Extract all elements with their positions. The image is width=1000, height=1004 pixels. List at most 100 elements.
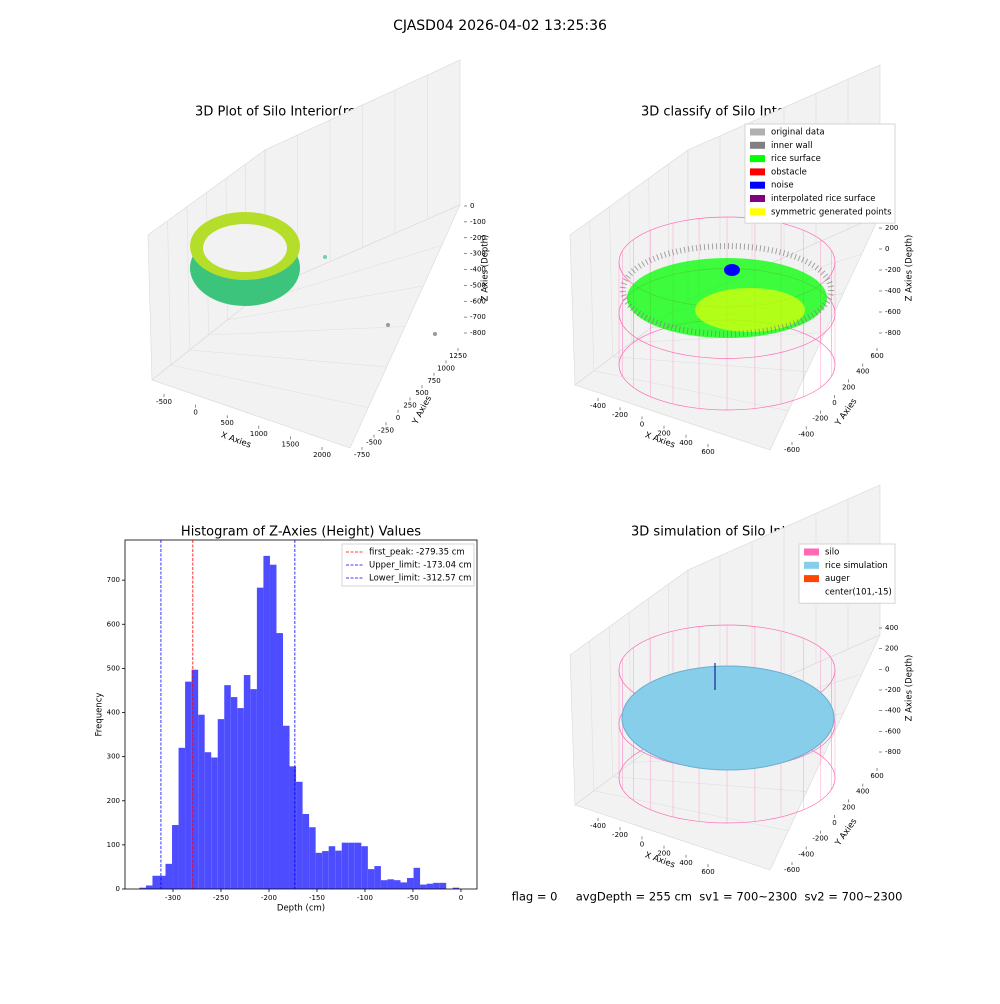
y-tick-label: 500 — [415, 389, 428, 397]
z-tick-label: 200 — [885, 224, 898, 232]
legend-label: silo — [825, 548, 839, 558]
legend-swatch — [804, 588, 819, 596]
x-tick-label: 1500 — [281, 440, 299, 448]
histogram-bar — [224, 685, 231, 889]
x-tick-label: 0 — [193, 409, 197, 417]
z-tick-label: -200 — [470, 234, 486, 242]
y-axis-label: Y Axies — [410, 394, 434, 427]
y-tick-label: -600 — [784, 866, 800, 874]
z-tick-label: -600 — [885, 727, 901, 735]
z-axis-label: Z Axies (Depth) — [905, 655, 915, 722]
legend-box — [341, 543, 475, 587]
z-tick-label: -200 — [885, 686, 901, 694]
y-tick-label: 100 — [107, 841, 120, 849]
pane-grid — [628, 192, 632, 343]
x-tick-label: 200 — [657, 430, 670, 438]
pane-grid — [589, 220, 595, 371]
z-tick-label: 400 — [885, 624, 898, 632]
z-tick-label: -600 — [885, 308, 901, 316]
histogram-bar — [328, 846, 336, 889]
footer-text: flag = 0 avgDepth = 255 cm sv1 = 700~230… — [512, 890, 903, 904]
histogram-bar — [341, 842, 349, 889]
x-tick-label: -150 — [309, 894, 325, 902]
histogram-bar — [393, 880, 401, 889]
histogram-bar — [172, 825, 179, 889]
histogram-bar — [322, 851, 329, 889]
legend-label: rice simulation — [825, 561, 888, 571]
pane-grid — [609, 626, 613, 777]
y-tick-label: 0 — [832, 399, 836, 407]
histogram-bar — [237, 708, 244, 889]
y-tick-label: 600 — [870, 772, 883, 780]
histogram-bar — [152, 875, 159, 889]
z-tick-label: -400 — [885, 707, 901, 715]
x-tick-label: -400 — [590, 402, 606, 410]
inner-wall — [620, 243, 834, 337]
y-tick-label: 400 — [107, 709, 120, 717]
x-axis-label: Depth (cm) — [277, 904, 325, 914]
y-tick-label: -200 — [812, 835, 828, 843]
histogram-bar — [165, 863, 173, 889]
histogram-bar — [263, 555, 270, 889]
histogram-bar — [178, 747, 186, 889]
legend-label: Upper_limit: -173.04 cm — [369, 561, 472, 571]
legend-label: Lower_limit: -312.57 cm — [369, 574, 471, 584]
legend-swatch — [804, 575, 819, 583]
pane-grid — [612, 776, 807, 792]
histogram-bar — [367, 869, 375, 889]
y-tick-label: -500 — [366, 439, 382, 447]
y-tick-label: 250 — [403, 402, 416, 410]
histogram-bar — [452, 887, 460, 889]
x-tick-label: -200 — [261, 894, 277, 902]
x-tick-label: 0 — [459, 894, 463, 902]
legend-swatch — [750, 128, 765, 136]
pane-grid — [589, 640, 595, 791]
x-tick-label: 400 — [679, 859, 692, 867]
y-tick-label: -250 — [378, 426, 394, 434]
histogram-bar — [191, 669, 199, 889]
subplot-title: Histogram of Z-Axies (Height) Values — [181, 525, 421, 540]
z-axis-label: Z Axies (Depth) — [905, 235, 915, 302]
legend-label: center(101,-15) — [825, 587, 892, 597]
histogram-bar — [420, 884, 427, 889]
histogram-bar — [250, 689, 257, 889]
x-tick-label: -100 — [357, 894, 373, 902]
histogram-bar — [204, 752, 212, 889]
histogram-bar — [276, 633, 284, 889]
pane-grid — [167, 220, 172, 366]
x-tick-label: -200 — [612, 831, 628, 839]
z-tick-label: -800 — [885, 748, 901, 756]
z-tick-label: 0 — [885, 665, 889, 673]
z-tick-label: 0 — [885, 245, 889, 253]
x-tick-label: -200 — [612, 411, 628, 419]
y-tick-label: -200 — [812, 415, 828, 423]
histogram-bar — [361, 846, 368, 889]
x-tick-label: 0 — [640, 420, 644, 428]
noise — [724, 264, 740, 276]
x-tick-label: -50 — [407, 894, 418, 902]
y-tick-label: 750 — [427, 377, 440, 385]
y-tick-label: 400 — [856, 368, 869, 376]
y-tick-label: -400 — [798, 850, 814, 858]
histogram-bar — [407, 877, 414, 889]
x-tick-label: 1000 — [250, 430, 268, 438]
x-tick-label: -250 — [213, 894, 229, 902]
symmetric-points — [695, 288, 805, 332]
legend-label: noise — [771, 181, 794, 191]
x-tick-label: -500 — [156, 398, 172, 406]
histogram-bar — [289, 766, 297, 889]
legend-swatch — [750, 195, 765, 202]
histogram-bar — [302, 813, 310, 889]
legend-swatch — [750, 168, 765, 176]
point-cloud — [203, 224, 287, 272]
legend-swatch — [750, 181, 765, 189]
x-tick-label: 600 — [701, 448, 714, 456]
x-tick-label: 200 — [657, 850, 670, 858]
legend-label: rice surface — [771, 154, 821, 164]
histogram-bar — [230, 697, 238, 889]
histogram-bar — [380, 880, 388, 889]
legend-label: obstacle — [771, 167, 807, 177]
histogram-bar — [387, 879, 394, 889]
z-tick-label: -700 — [470, 313, 486, 321]
